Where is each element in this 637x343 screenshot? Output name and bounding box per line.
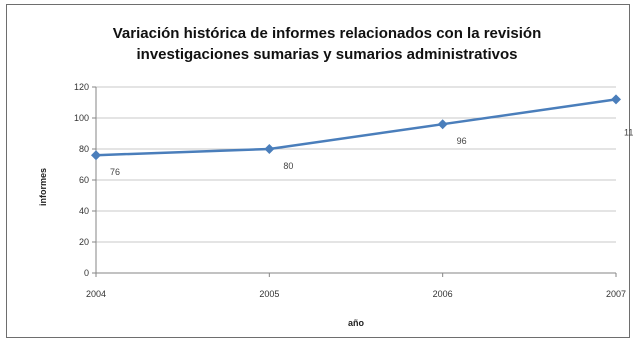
y-tick-label: 0 bbox=[84, 268, 89, 278]
chart-frame bbox=[6, 4, 630, 338]
y-tick-label: 120 bbox=[74, 82, 89, 92]
chart-title-line-2: investigaciones sumarias y sumarios admi… bbox=[137, 46, 518, 63]
data-point-marker bbox=[264, 144, 275, 154]
y-tick-labels: 0 20 40 60 80 100 120 bbox=[74, 82, 89, 278]
x-tick-label: 2007 bbox=[606, 289, 626, 299]
x-axis-label: año bbox=[348, 318, 365, 328]
data-point-marker bbox=[91, 150, 101, 161]
gridlines bbox=[92, 86, 616, 274]
y-axis-label: informes bbox=[38, 168, 48, 206]
series-line bbox=[95, 98, 617, 157]
data-label: 80 bbox=[283, 161, 293, 171]
series-markers bbox=[91, 94, 621, 161]
y-tick-label: 100 bbox=[74, 113, 89, 123]
x-tick-label: 2005 bbox=[259, 289, 279, 299]
y-tick-label: 80 bbox=[79, 144, 89, 154]
y-tick-label: 40 bbox=[79, 206, 89, 216]
x-tick-label: 2006 bbox=[433, 289, 453, 299]
x-tick-label: 2004 bbox=[86, 289, 106, 299]
data-label: 11 bbox=[624, 127, 633, 137]
y-tick-label: 60 bbox=[79, 175, 89, 185]
x-tick-labels: 2004 2005 2006 2007 bbox=[86, 273, 626, 299]
data-labels: 76 80 96 11 bbox=[110, 127, 633, 177]
data-point-marker bbox=[437, 119, 448, 130]
data-label: 96 bbox=[457, 136, 467, 146]
data-label: 76 bbox=[110, 167, 120, 177]
chart-title-line-1: Variación histórica de informes relacion… bbox=[113, 25, 541, 42]
y-tick-label: 20 bbox=[79, 237, 89, 247]
data-point-marker bbox=[611, 94, 621, 105]
